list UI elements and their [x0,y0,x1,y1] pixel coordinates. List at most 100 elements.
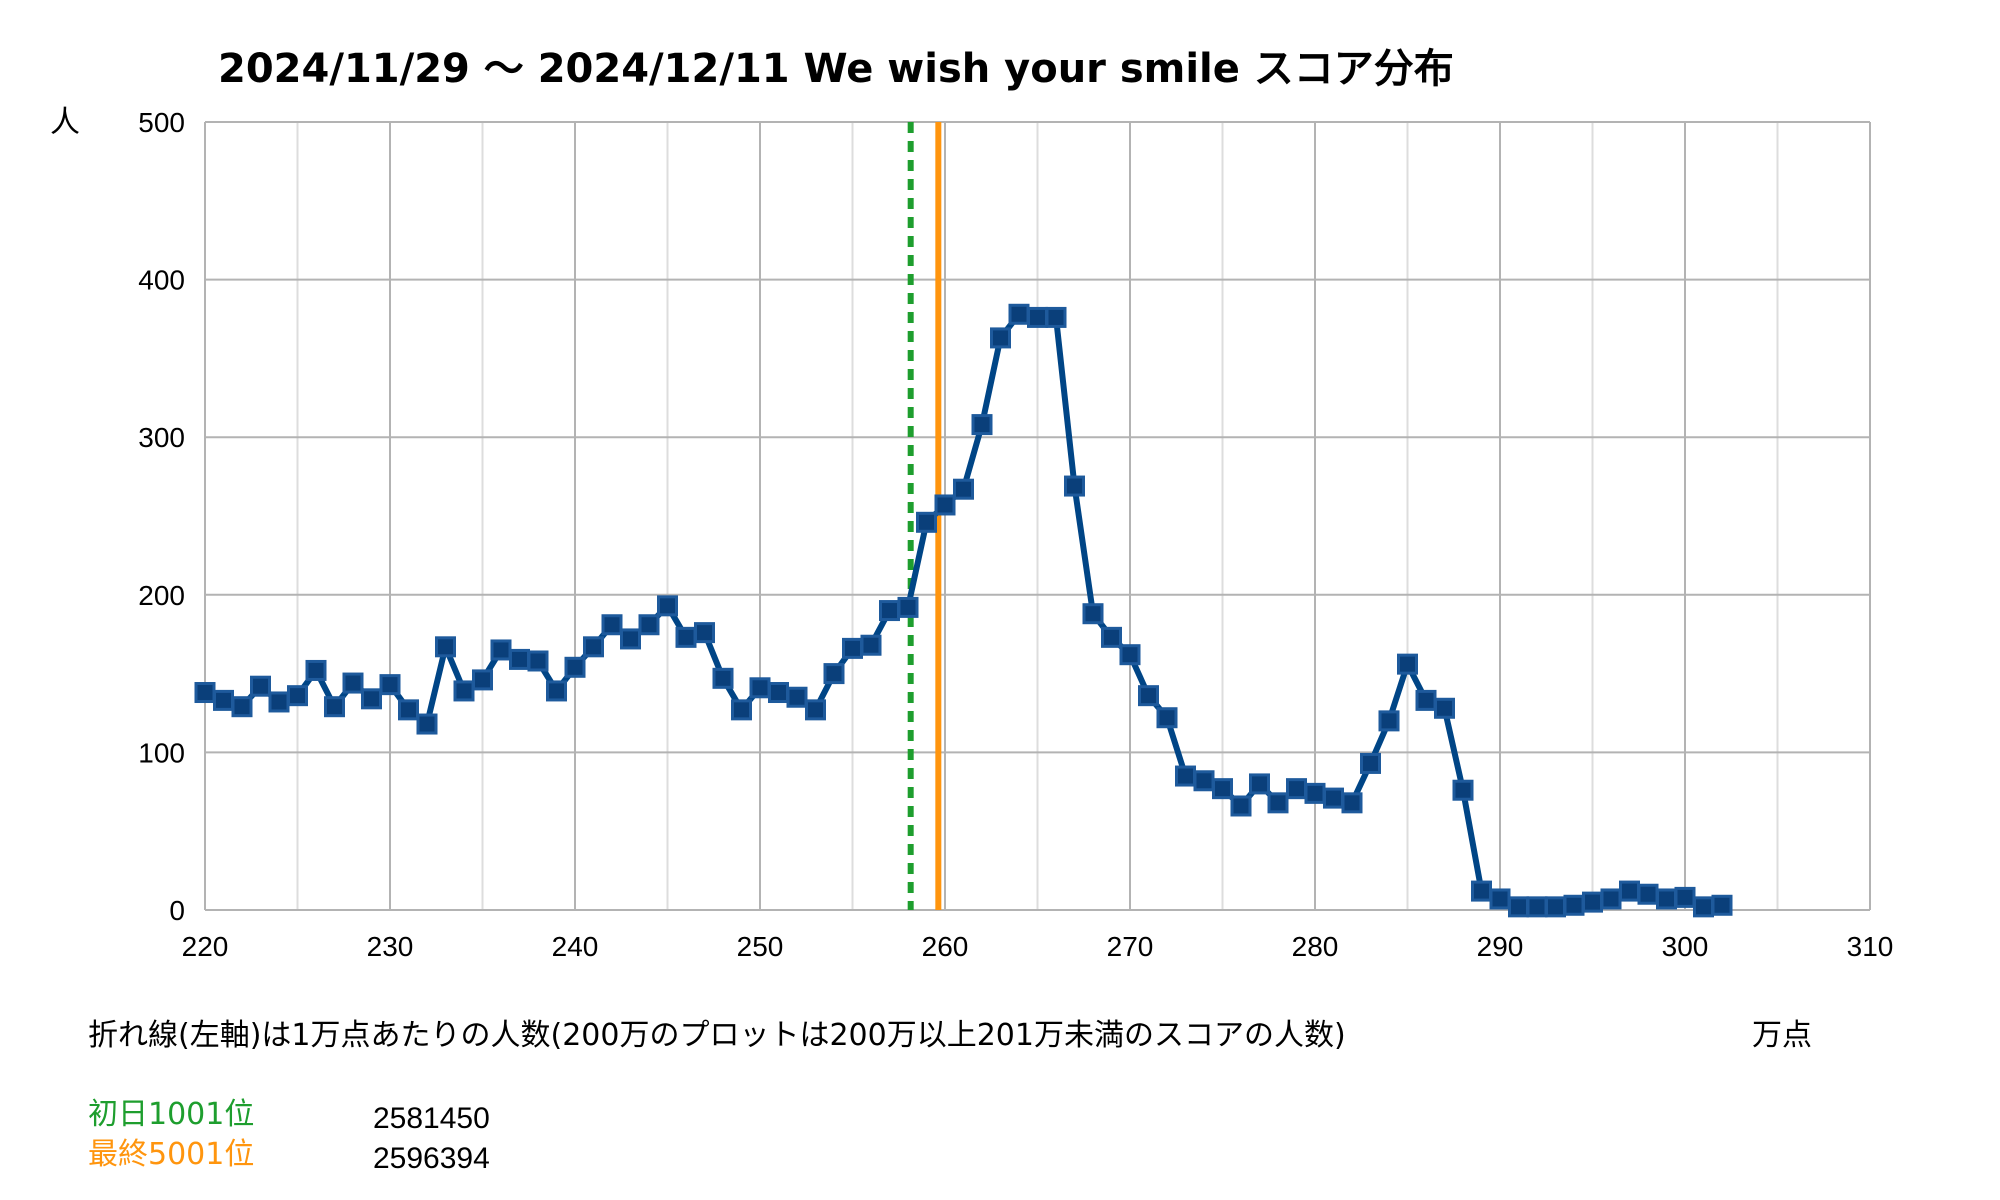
data-point [1304,782,1326,804]
legend-value: 2581450 [373,1102,490,1135]
x-axis-ticks: 220 230 240 250 260 270 280 290 300 310 [182,931,1894,962]
data-point [768,682,789,704]
data-point [1526,896,1548,918]
data-point [194,682,216,704]
data-point [1249,773,1270,795]
x-tick-label: 270 [1107,931,1154,962]
data-point [786,686,808,708]
data-point [1045,306,1067,328]
data-point [1101,626,1122,648]
data-point [675,626,697,648]
data-point [712,667,734,689]
x-tick-label: 240 [552,931,599,962]
data-point [1267,792,1289,814]
data-point [1008,303,1030,325]
data-point [1323,787,1344,809]
y-axis-label: 人 [50,105,80,140]
data-point [897,596,919,618]
data-point [1341,792,1363,814]
data-point [1378,710,1400,732]
data-point [879,600,900,622]
data-point [1563,894,1585,916]
chart-title: 2024/11/29 〜 2024/12/11 We wish your smi… [218,46,1454,92]
data-point [379,674,401,696]
data-point [694,622,715,644]
x-tick-label: 260 [922,931,969,962]
x-tick-label: 290 [1477,931,1524,962]
data-point [268,691,290,713]
data-point [1397,653,1418,675]
data-point [638,614,660,636]
data-point [823,663,845,685]
data-point [509,648,530,670]
data-point [842,637,863,659]
y-tick-label: 500 [138,107,185,138]
data-point [398,699,419,721]
data-point [1138,685,1159,707]
data-point [953,478,974,500]
data-point [1619,880,1640,902]
data-point [657,595,678,617]
x-tick-label: 250 [737,931,784,962]
data-point [213,689,234,711]
data-point [1027,306,1048,328]
y-tick-label: 0 [169,895,185,926]
data-point [546,680,567,702]
x-tick-label: 230 [367,931,414,962]
data-point [971,414,993,436]
data-point [250,675,271,697]
x-tick-label: 220 [182,931,229,962]
data-point [1230,795,1252,817]
data-point [1286,778,1307,800]
data-point [1156,707,1178,729]
reference-lines [907,122,942,910]
data-point [1452,779,1474,801]
data-point [490,639,512,661]
data-point [749,677,771,699]
data-point [731,699,752,721]
data-point [1637,883,1659,905]
data-point [324,696,345,718]
data-point [342,672,364,694]
data-point [527,650,549,672]
x-tick-label: 300 [1662,931,1709,962]
data-point [583,636,604,658]
y-tick-label: 200 [138,580,185,611]
y-tick-label: 400 [138,265,185,296]
data-point [1693,896,1714,918]
data-point [990,327,1011,349]
data-point [1360,752,1381,774]
y-tick-label: 100 [138,737,185,768]
data-point [287,685,308,707]
data-point [1175,765,1196,787]
data-point [1489,888,1511,910]
data-point [1471,880,1492,902]
data-point [1711,894,1733,916]
x-axis-label: 万点 [1752,1018,1812,1053]
series-polyline [203,311,1723,910]
data-point [416,713,438,735]
data-point [1582,891,1603,913]
data-point [1656,888,1677,910]
data-point [1212,778,1233,800]
y-axis-ticks: 0 100 200 300 400 500 [138,107,185,926]
data-point [231,696,253,718]
data-point [805,699,826,721]
data-point [472,669,493,691]
data-point [1434,697,1455,719]
data-point [453,680,475,702]
data-point [1119,644,1141,666]
data-point [934,494,956,516]
data-point [564,656,586,678]
legend: 初日1001位 2581450 最終5001位 2596394 [88,1097,490,1175]
data-point [916,511,937,533]
data-points [194,303,1733,918]
data-point [601,614,623,636]
y-tick-label: 300 [138,422,185,453]
data-point [860,634,882,656]
x-tick-label: 280 [1292,931,1339,962]
data-point [1082,603,1104,625]
legend-label: 最終5001位 [88,1137,254,1172]
data-point [620,628,641,650]
